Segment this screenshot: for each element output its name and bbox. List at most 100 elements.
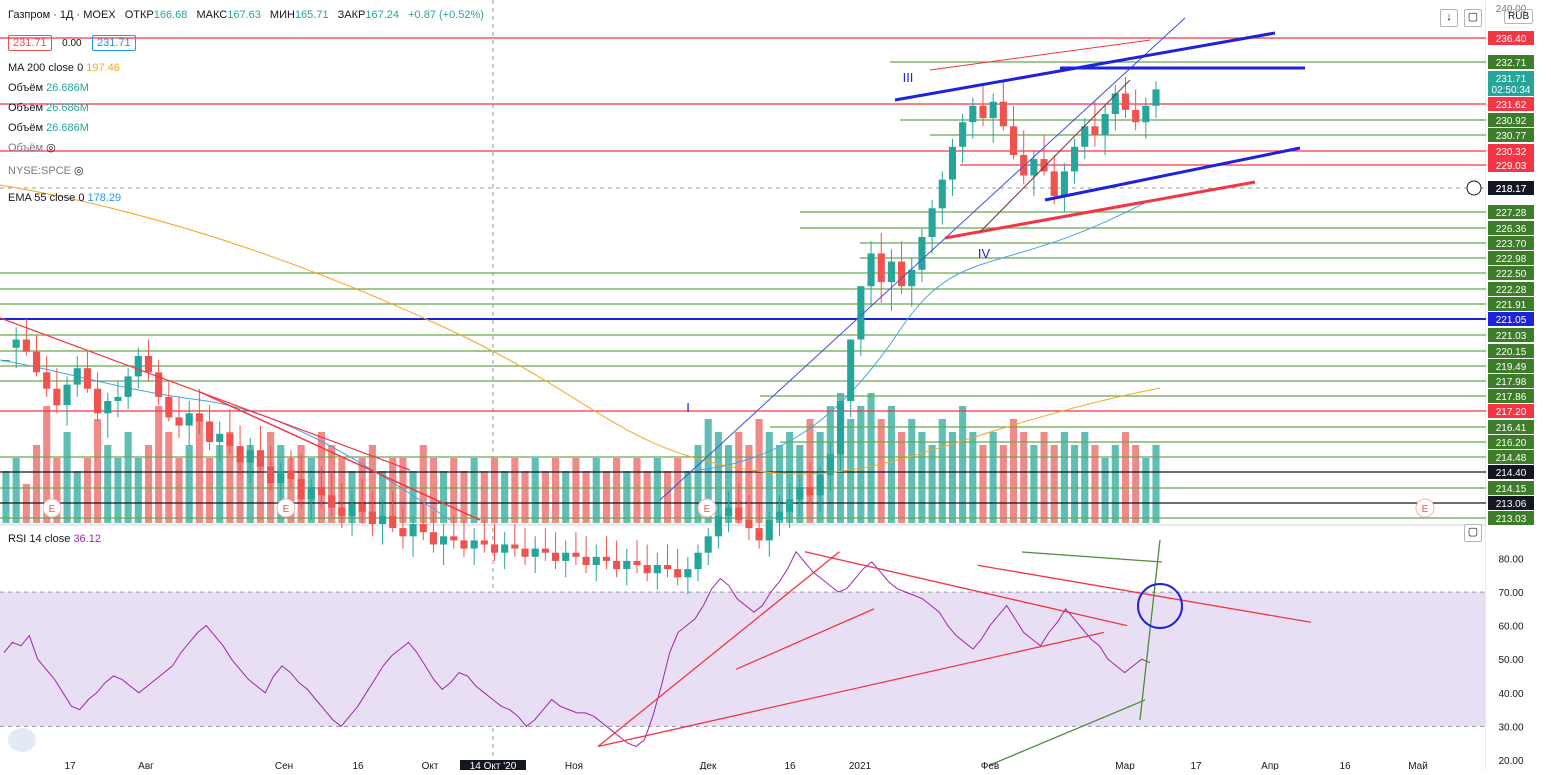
price-axis-label: 213.03 (1496, 514, 1527, 525)
maximize-rsi-button[interactable]: ▢ (1464, 524, 1482, 542)
volume-bar (684, 471, 692, 523)
candle-body (246, 450, 254, 463)
bid-box[interactable]: 231.71 (8, 35, 52, 51)
indicator-value: 26.686M (43, 102, 89, 114)
indicator-value: 26.686M (43, 122, 89, 134)
eye-hidden-icon[interactable]: ◎ (74, 165, 84, 177)
volume-bar (572, 458, 580, 523)
indicator-row[interactable]: Объём 26.686M (8, 121, 89, 135)
price-label-bg (1488, 97, 1534, 111)
candle-body (969, 105, 977, 123)
wave-label: I (686, 400, 690, 415)
candle-body (175, 417, 183, 426)
price-axis-label: 232.71 (1496, 58, 1527, 69)
rsi-axis-label: 80.00 (1498, 555, 1523, 566)
price-axis-label: 213.06 (1496, 499, 1527, 510)
volume-bar (470, 458, 478, 523)
candle-body (867, 253, 875, 287)
candle-body (419, 524, 427, 533)
symbol-title[interactable]: Газпром · 1Д · MOEX (8, 9, 116, 21)
candle-body (541, 548, 549, 553)
candle-body (32, 351, 41, 373)
candle-body (694, 552, 702, 570)
maximize-button[interactable]: ▢ (1464, 9, 1482, 27)
time-axis-label: Ноя (565, 761, 583, 770)
rsi-label[interactable]: RSI 14 close (8, 533, 71, 545)
candle-body (185, 413, 193, 426)
price-label-bg (1488, 435, 1534, 449)
time-axis-label: 16 (784, 761, 796, 770)
add-alert-icon (1466, 180, 1482, 196)
volume-bar (114, 458, 122, 523)
candle-body (226, 433, 234, 447)
candle-body (796, 487, 804, 500)
rsi-band-fill (0, 592, 1486, 727)
volume-bar (999, 445, 1007, 523)
candle-body (653, 565, 661, 574)
volume-bar (745, 445, 753, 523)
volume-bar (623, 471, 631, 523)
volume-bar (175, 458, 183, 523)
volume-bar (775, 445, 784, 523)
price-axis-label: 230.92 (1496, 116, 1527, 127)
candle-body (572, 552, 580, 557)
volume-bar (521, 471, 529, 523)
volume-bar (2, 471, 10, 523)
indicator-row[interactable]: NYSE:SPCE ◎ (8, 164, 84, 178)
price-label-bg (1488, 481, 1534, 495)
tradingview-logo-icon[interactable] (8, 728, 36, 752)
volume-bar (53, 458, 61, 523)
indicator-row[interactable]: Объём 26.686M (8, 81, 89, 95)
rsi-highlight-circle (1137, 583, 1183, 629)
rsi-axis-label: 50.00 (1498, 655, 1523, 666)
time-axis-label: Авг (138, 761, 154, 770)
time-axis-label: Фев (981, 761, 999, 770)
trendline (199, 391, 481, 521)
price-axis-label: 216.20 (1496, 438, 1527, 449)
candle-body (775, 511, 784, 520)
indicator-row[interactable]: EMA 55 close 0 178.29 (8, 191, 121, 205)
candle-body (979, 105, 987, 119)
earnings-marker-icon (276, 498, 296, 518)
candle-body (205, 421, 214, 442)
time-axis: 17 Авг Сен 16 Окт 14 Окт '20 Ноя Дек 16 2021 Фев Ма… (64, 760, 1428, 772)
candle-body (948, 146, 957, 180)
currency-label[interactable]: RUB (1504, 9, 1534, 24)
indicator-label: Объём (8, 102, 44, 114)
candle-body (928, 208, 936, 237)
volume-bar (480, 471, 488, 523)
candle-body (83, 368, 91, 389)
candle-body (1132, 109, 1140, 123)
price-axis-label: 218.17 (1496, 184, 1527, 195)
volume-bar (1020, 432, 1028, 523)
arrow-down-button[interactable]: ↓ (1440, 9, 1458, 27)
earnings-marker-icon (697, 498, 717, 518)
trendline (1044, 146, 1301, 202)
price-axis-label: 222.98 (1496, 254, 1527, 265)
earnings-marker-label: E (283, 504, 290, 515)
indicator-row[interactable]: MA 200 close 0 197.46 (8, 61, 120, 75)
candle-body (490, 544, 499, 553)
low-label: МИН (269, 9, 295, 21)
indicator-row[interactable]: Объём ◎ (8, 141, 56, 155)
rsi-trendline (977, 564, 1312, 623)
volume-bar (378, 471, 387, 523)
volume-bar (551, 458, 560, 523)
candle-body (623, 560, 631, 570)
volume-bar (226, 432, 234, 523)
eye-hidden-icon[interactable]: ◎ (46, 142, 56, 154)
price-axis-label: 230.32 (1496, 147, 1527, 158)
volume-bar (602, 471, 611, 523)
trendline (929, 39, 1151, 71)
volume-bar (460, 471, 468, 523)
indicator-label: Объём (8, 82, 44, 94)
rsi-axis-label: 30.00 (1498, 722, 1523, 733)
candle-body (307, 487, 315, 500)
indicator-row[interactable]: Объём 26.686M (8, 101, 89, 115)
volume-bar (409, 471, 417, 523)
rsi-trendline (735, 608, 875, 670)
volume-bar (165, 432, 173, 523)
ask-box[interactable]: 231.71 (92, 35, 136, 51)
